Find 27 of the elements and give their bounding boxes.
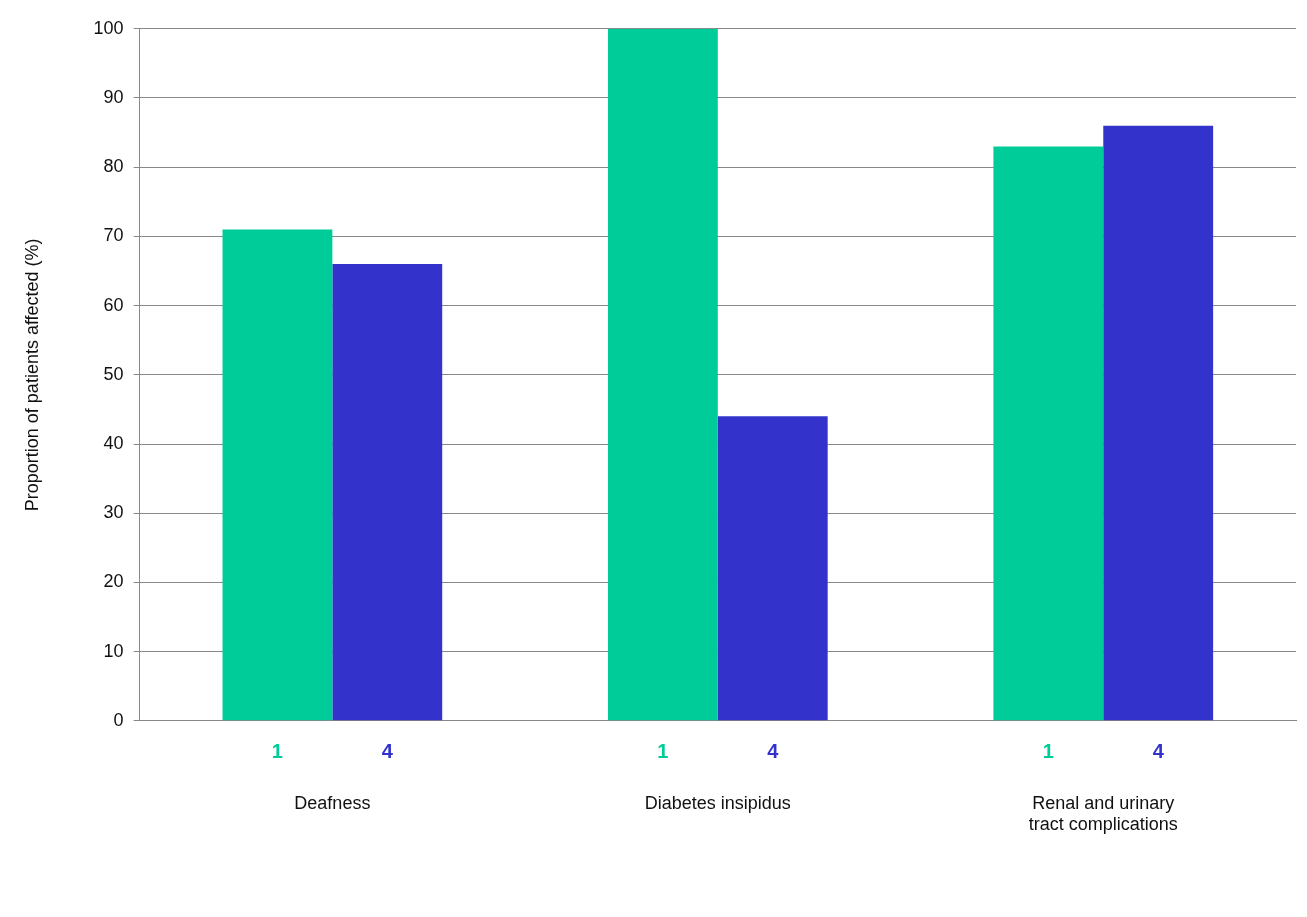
y-tick-label: 80	[103, 156, 124, 177]
x-tick-label: Deafness	[294, 792, 371, 813]
text: 1	[657, 740, 669, 763]
y-tick-label: 70	[103, 225, 124, 246]
y-tick-label: 50	[103, 363, 124, 384]
y-tick-label: 0	[113, 709, 124, 730]
bar	[607, 28, 718, 721]
x-tick-label: Renal and urinary tract complications	[1028, 792, 1178, 835]
y-tick-label: 30	[103, 502, 124, 523]
x-tick-label: Diabetes insipidus	[644, 792, 791, 813]
text: 4	[1152, 740, 1164, 763]
y-tick-label: 100	[93, 17, 124, 38]
bar	[993, 146, 1104, 721]
y-axis-title: Proportion of patients affected (%)	[21, 238, 42, 512]
series-label: 4	[381, 740, 394, 763]
bar	[332, 264, 443, 721]
text: 1	[1042, 740, 1054, 763]
bar	[222, 229, 333, 721]
y-tick-label: 10	[103, 640, 124, 661]
y-tick-label: 60	[103, 294, 124, 315]
text: 4	[767, 740, 779, 763]
y-tick-label: 20	[103, 571, 124, 592]
bar	[717, 416, 828, 721]
y-tick-label: 40	[103, 432, 124, 453]
series-label: 1	[271, 740, 283, 763]
y-tick-label: 90	[103, 86, 124, 107]
bar	[1103, 125, 1214, 721]
